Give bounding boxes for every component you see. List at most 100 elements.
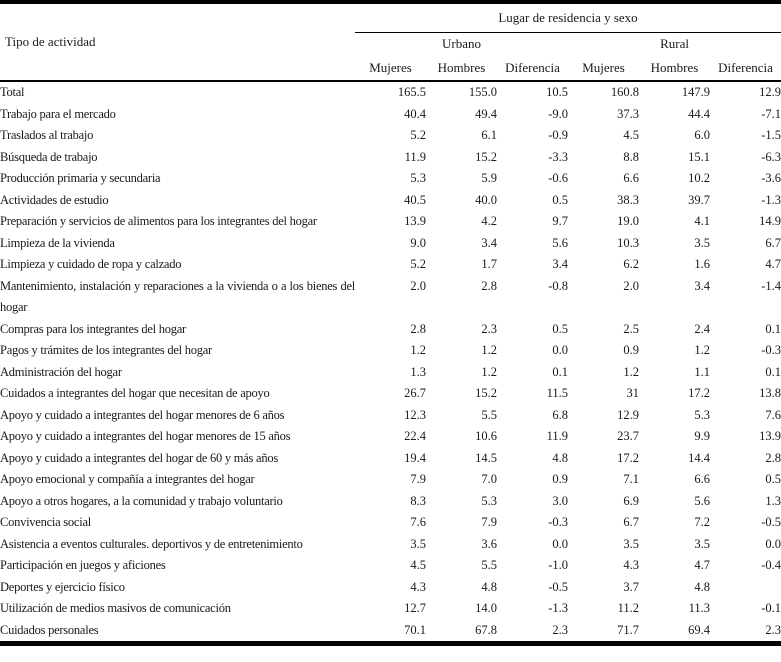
value-cell: 9.0: [410, 235, 426, 250]
value-cell: 12.9: [759, 85, 781, 99]
value-cell: -0.8: [548, 278, 568, 293]
value-cell: 0.0: [552, 343, 568, 357]
value-cell: 40.5: [404, 192, 426, 207]
header-row-spanner: Tipo de actividad Lugar de residencia y …: [0, 2, 781, 82]
time-use-table: Tipo de actividad Lugar de residencia y …: [0, 0, 781, 646]
activity-cell: Búsqueda de trabajo: [0, 149, 98, 164]
value-cell: 49.4: [475, 106, 497, 121]
value-cell: 9.9: [694, 429, 710, 443]
subheader-rural-mujeres: Mujeres: [568, 55, 639, 82]
value-cell: 1.2: [410, 343, 426, 357]
value-cell: 7.1: [623, 472, 639, 486]
value-cell: 4.8: [481, 579, 497, 594]
value-cell: 2.5: [623, 321, 639, 336]
table-body: Total 165.5 155.0 10.5 160.8 147.9 12.9 Trabajo…: [0, 81, 781, 644]
value-cell: 19.0: [617, 214, 639, 228]
value-cell: 5.3: [410, 171, 426, 185]
value-cell: -0.3: [548, 515, 568, 529]
value-cell: 69.4: [688, 622, 710, 637]
table-row: Limpieza y cuidado de ropa y calzado 5.2 1…: [0, 254, 781, 276]
subheader-rural-diferencia: Diferencia: [710, 55, 781, 82]
value-cell: -6.3: [761, 149, 781, 164]
table-row: Apoyo emocional y compañía a integrantes…: [0, 469, 781, 491]
activity-cell: Participación en juegos y aficiones: [0, 558, 166, 572]
value-cell: 0.5: [765, 472, 781, 486]
value-cell: 7.9: [481, 515, 497, 529]
table-row: Producción primaria y secundaria 5.3 5.9 -0…: [0, 168, 781, 190]
value-cell: 5.5: [481, 407, 497, 422]
value-cell: 26.7: [404, 386, 426, 400]
value-cell: 6.9: [623, 493, 639, 508]
activity-cell: Limpieza y cuidado de ropa y calzado: [0, 257, 182, 271]
value-cell: 6.7: [765, 235, 781, 250]
subheader-rural-hombres: Hombres: [639, 55, 710, 82]
value-cell: 5.9: [481, 171, 497, 185]
value-cell: 0.1: [765, 364, 781, 379]
activity-cell: Apoyo y cuidado a integrantes del hogar …: [0, 429, 291, 443]
value-cell: -9.0: [548, 106, 568, 121]
value-cell: 0.0: [552, 536, 568, 551]
group-header-urbano: Urbano: [442, 36, 481, 51]
value-cell: 0.5: [552, 321, 568, 336]
value-cell: 165.5: [397, 85, 426, 99]
table-row: Convivencia social 7.6 7.9 -0.3 6.7 7.2 -0.5: [0, 512, 781, 534]
value-cell: -1.3: [548, 601, 568, 615]
value-cell: 7.6: [410, 515, 426, 529]
column-header-residence-sex: Lugar de residencia y sexo: [355, 2, 781, 33]
activity-cell: Utilización de medios masivos de comunic…: [0, 601, 231, 615]
value-cell: 11.9: [404, 149, 426, 164]
activity-cell: Apoyo y cuidado a integrantes del hogar …: [0, 407, 285, 422]
subheader-urbano-diferencia: Diferencia: [497, 55, 568, 82]
table-row: Utilización de medios masivos de comunic…: [0, 598, 781, 620]
value-cell: 13.8: [759, 386, 781, 400]
value-cell: 4.1: [694, 214, 710, 228]
value-cell: 23.7: [617, 429, 639, 443]
table-row: Trabajo para el mercado 40.4 49.4 -9.0 37.3 4…: [0, 104, 781, 126]
value-cell: 6.7: [623, 515, 639, 529]
value-cell: 1.7: [481, 257, 497, 271]
table-row: Pagos y trámites de los integrantes del …: [0, 340, 781, 362]
value-cell: 9.7: [552, 214, 568, 228]
value-cell: 39.7: [688, 192, 710, 207]
table-row: Traslados al trabajo 5.2 6.1 -0.9 4.5 6.0 -1.5: [0, 125, 781, 147]
value-cell: 7.6: [765, 407, 781, 422]
activity-cell: Apoyo a otros hogares, a la comunidad y …: [0, 493, 283, 508]
table-row: Apoyo y cuidado a integrantes del hogar …: [0, 448, 781, 470]
value-cell: 1.6: [694, 257, 710, 271]
value-cell: 19.4: [404, 450, 426, 465]
value-cell: 1.3: [765, 493, 781, 508]
value-cell: 3.5: [410, 536, 426, 551]
value-cell: 3.5: [694, 536, 710, 551]
value-cell: 14.0: [475, 601, 497, 615]
value-cell: -3.3: [548, 149, 568, 164]
value-cell: 13.9: [759, 429, 781, 443]
value-cell: 5.3: [694, 407, 710, 422]
value-cell: 31: [626, 386, 640, 400]
table-row: Limpieza de la vivienda 9.0 3.4 5.6 10.3 3.5 6…: [0, 233, 781, 255]
value-cell: 160.8: [610, 85, 639, 99]
activity-cell: Limpieza de la vivienda: [0, 235, 115, 250]
value-cell: 0.0: [765, 536, 781, 551]
value-cell: 4.3: [410, 579, 426, 594]
value-cell: 10.6: [475, 429, 497, 443]
value-cell: 13.9: [404, 214, 426, 228]
value-cell: 2.8: [410, 321, 426, 336]
activity-cell: Trabajo para el mercado: [0, 106, 116, 121]
activity-cell: Cuidados personales: [0, 622, 99, 637]
value-cell: 1.2: [694, 343, 710, 357]
value-cell: 12.3: [404, 407, 426, 422]
value-cell: 2.0: [410, 278, 426, 293]
value-cell: 4.2: [481, 214, 497, 228]
value-cell: 0.1: [552, 364, 568, 379]
value-cell: 0.9: [623, 343, 639, 357]
value-cell: 3.6: [481, 536, 497, 551]
value-cell: 3.4: [552, 257, 568, 271]
value-cell: 12.9: [617, 407, 639, 422]
value-cell: 2.3: [552, 622, 568, 637]
value-cell: 8.8: [623, 149, 639, 164]
value-cell: -0.5: [548, 579, 568, 594]
value-cell: 17.2: [688, 386, 710, 400]
value-cell: 70.1: [404, 622, 426, 637]
value-cell: 3.7: [623, 579, 639, 594]
activity-cell: Asistencia a eventos culturales. deporti…: [0, 536, 303, 551]
